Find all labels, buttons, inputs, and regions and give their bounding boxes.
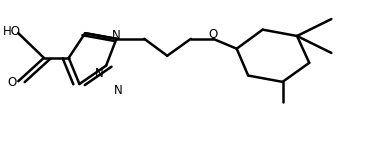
Text: O: O bbox=[8, 76, 17, 89]
Text: O: O bbox=[209, 29, 217, 41]
Text: N: N bbox=[112, 29, 121, 42]
Text: HO: HO bbox=[3, 25, 21, 38]
Text: N: N bbox=[95, 67, 104, 80]
Text: N: N bbox=[114, 84, 123, 97]
